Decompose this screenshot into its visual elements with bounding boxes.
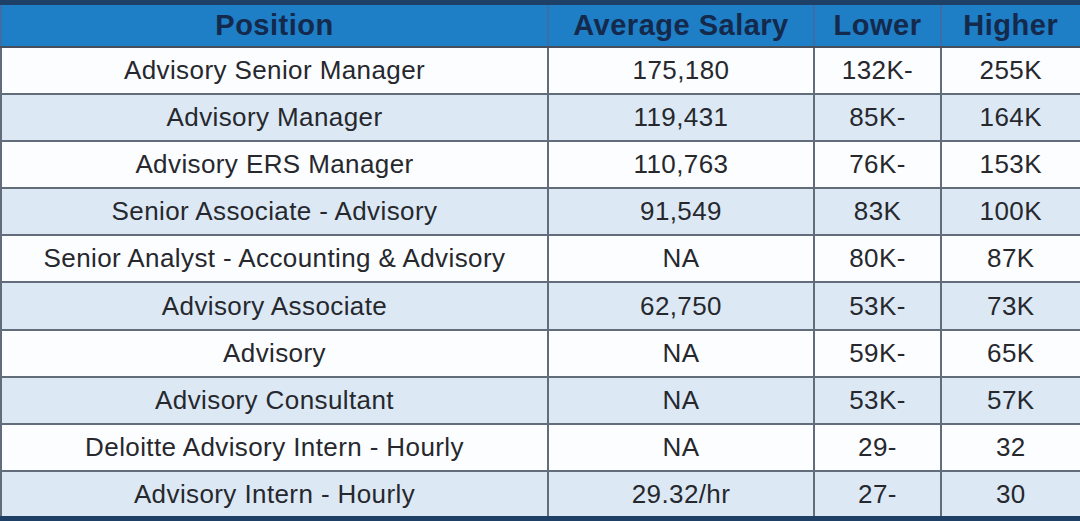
cell-lower: 85K- xyxy=(814,94,941,141)
cell-average-salary: 91,549 xyxy=(548,188,814,235)
column-header-position: Position xyxy=(1,3,548,47)
cell-position: Advisory Intern - Hourly xyxy=(1,471,548,518)
cell-position: Senior Associate - Advisory xyxy=(1,188,548,235)
table-row: Advisory Associate 62,750 53K- 73K xyxy=(1,282,1080,329)
table-row: Deloitte Advisory Intern - Hourly NA 29-… xyxy=(1,424,1080,471)
cell-average-salary: 62,750 xyxy=(548,282,814,329)
cell-position: Deloitte Advisory Intern - Hourly xyxy=(1,424,548,471)
cell-average-salary: NA xyxy=(548,424,814,471)
cell-position: Advisory ERS Manager xyxy=(1,141,548,188)
cell-lower: 53K- xyxy=(814,282,941,329)
cell-position: Advisory xyxy=(1,330,548,377)
table-header: Position Average Salary Lower Higher xyxy=(1,3,1080,47)
cell-higher: 73K xyxy=(941,282,1080,329)
cell-higher: 30 xyxy=(941,471,1080,518)
column-header-higher: Higher xyxy=(941,3,1080,47)
cell-average-salary: NA xyxy=(548,330,814,377)
cell-position: Advisory Consultant xyxy=(1,377,548,424)
cell-higher: 164K xyxy=(941,94,1080,141)
header-row: Position Average Salary Lower Higher xyxy=(1,3,1080,47)
cell-lower: 27- xyxy=(814,471,941,518)
cell-lower: 59K- xyxy=(814,330,941,377)
table-row: Advisory Intern - Hourly 29.32/hr 27- 30 xyxy=(1,471,1080,518)
table-row: Advisory Manager 119,431 85K- 164K xyxy=(1,94,1080,141)
cell-average-salary: 119,431 xyxy=(548,94,814,141)
cell-position: Senior Analyst - Accounting & Advisory xyxy=(1,235,548,282)
table-body: Advisory Senior Manager 175,180 132K- 25… xyxy=(1,47,1080,519)
cell-higher: 100K xyxy=(941,188,1080,235)
cell-average-salary: 29.32/hr xyxy=(548,471,814,518)
cell-higher: 65K xyxy=(941,330,1080,377)
table-row: Advisory Senior Manager 175,180 132K- 25… xyxy=(1,47,1080,94)
cell-average-salary: NA xyxy=(548,235,814,282)
table-row: Senior Analyst - Accounting & Advisory N… xyxy=(1,235,1080,282)
table-row: Senior Associate - Advisory 91,549 83K 1… xyxy=(1,188,1080,235)
cell-lower: 132K- xyxy=(814,47,941,94)
cell-average-salary: 175,180 xyxy=(548,47,814,94)
cell-lower: 29- xyxy=(814,424,941,471)
column-header-lower: Lower xyxy=(814,3,941,47)
cell-position: Advisory Manager xyxy=(1,94,548,141)
cell-position: Advisory Senior Manager xyxy=(1,47,548,94)
cell-higher: 57K xyxy=(941,377,1080,424)
cell-lower: 53K- xyxy=(814,377,941,424)
cell-higher: 32 xyxy=(941,424,1080,471)
cell-higher: 153K xyxy=(941,141,1080,188)
cell-lower: 76K- xyxy=(814,141,941,188)
column-header-average-salary: Average Salary xyxy=(548,3,814,47)
cell-average-salary: 110,763 xyxy=(548,141,814,188)
cell-higher: 87K xyxy=(941,235,1080,282)
cell-lower: 83K xyxy=(814,188,941,235)
table-row: Advisory NA 59K- 65K xyxy=(1,330,1080,377)
cell-lower: 80K- xyxy=(814,235,941,282)
cell-average-salary: NA xyxy=(548,377,814,424)
cell-higher: 255K xyxy=(941,47,1080,94)
table-row: Advisory Consultant NA 53K- 57K xyxy=(1,377,1080,424)
salary-table: Position Average Salary Lower Higher Adv… xyxy=(0,0,1080,521)
cell-position: Advisory Associate xyxy=(1,282,548,329)
table-row: Advisory ERS Manager 110,763 76K- 153K xyxy=(1,141,1080,188)
